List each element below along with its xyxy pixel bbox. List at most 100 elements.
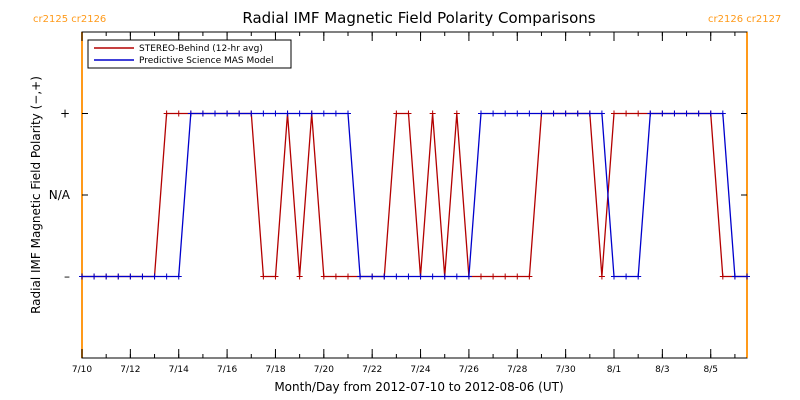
mas-model-point: [79, 273, 85, 280]
y-tick-label: +: [60, 107, 70, 121]
x-tick-label: 7/28: [507, 365, 527, 375]
x-tick-label: 8/3: [655, 365, 669, 375]
stereo-behind-point: [526, 273, 533, 280]
mas-model-point: [369, 273, 376, 280]
stereo-behind-point: [514, 273, 521, 280]
mas-model-point: [308, 110, 315, 117]
mas-model-point: [707, 110, 714, 117]
mas-model-point: [538, 110, 545, 117]
x-tick-label: 7/10: [72, 365, 92, 375]
mas-model-point: [731, 273, 738, 280]
x-tick-label: 7/24: [410, 365, 430, 375]
x-axis: 7/10 7/12 7/14 7/16 7/18 7/20 7/22 7/24 7/26 7/28…: [72, 32, 736, 375]
stereo-behind-point: [502, 273, 509, 280]
y-axis-label: Radial IMF Magnetic Field Polarity (−,+): [29, 76, 43, 314]
x-tick-label: 7/22: [362, 365, 382, 375]
mas-model-point: [199, 110, 206, 117]
mas-model-point: [357, 273, 364, 280]
mas-model-point: [284, 110, 291, 117]
x-tick-label: 7/18: [265, 365, 285, 375]
mas-model-point: [647, 110, 654, 117]
stereo-behind-point: [478, 273, 484, 280]
stereo-behind-point: [393, 110, 400, 117]
legend-label-mas: Predictive Science MAS Model: [139, 56, 274, 66]
x-tick-label: 7/30: [556, 365, 576, 375]
mas-model-point: [574, 110, 581, 117]
mas-model-point: [212, 110, 218, 117]
stereo-behind-point: [345, 273, 351, 280]
mas-model-point: [405, 273, 412, 280]
mas-model-point: [296, 110, 303, 117]
x-tick-label: 7/14: [169, 365, 189, 375]
stereo-behind-point: [611, 110, 617, 117]
stereo-behind-point: [405, 110, 412, 117]
mas-model-point: [514, 110, 521, 117]
x-tick-label: 8/5: [703, 365, 717, 375]
stereo-behind-point: [272, 273, 279, 280]
mas-model-point: [151, 273, 158, 280]
mas-model-point: [175, 273, 182, 280]
stereo-behind-point: [453, 110, 460, 117]
mas-model-point: [91, 273, 98, 280]
mas-model-point: [139, 273, 146, 280]
mas-model-point: [623, 273, 630, 280]
mas-model-point: [163, 273, 170, 280]
mas-model-point: [429, 273, 436, 280]
stereo-behind-point: [163, 110, 170, 117]
stereo-behind-point: [429, 110, 436, 117]
carrington-label-left: cr2125 cr2126: [33, 14, 106, 25]
mas-model-point: [695, 110, 702, 117]
mas-model-point: [598, 110, 605, 117]
mas-model-point: [586, 110, 593, 117]
stereo-behind-line: [82, 112, 747, 278]
stereo-behind-point: [260, 273, 267, 280]
mas-model-point: [550, 110, 557, 117]
stereo-behind-point: [175, 110, 182, 117]
mas-model-point: [127, 273, 134, 280]
mas-model-point: [490, 110, 497, 117]
stereo-behind-point: [490, 273, 497, 280]
stereo-behind-point: [635, 110, 642, 117]
x-tick-label: 7/26: [459, 365, 479, 375]
y-axis: – N/A +: [49, 31, 747, 359]
chart-title: Radial IMF Magnetic Field Polarity Compa…: [242, 9, 595, 27]
mas-model-point: [562, 110, 569, 117]
mas-model-point: [417, 273, 424, 280]
mas-model-point: [332, 110, 339, 117]
mas-model-point: [115, 273, 122, 280]
stereo-behind-point: [719, 273, 726, 280]
legend-box: [87, 39, 292, 69]
stereo-behind-point: [598, 273, 605, 280]
x-tick-label: 7/16: [217, 365, 237, 375]
mas-model-point: [659, 110, 666, 117]
mas-model-point: [103, 273, 110, 280]
mas-model-point: [260, 110, 267, 117]
mas-model-point: [683, 110, 690, 117]
mas-model-point: [393, 273, 400, 280]
mas-model-point: [272, 110, 279, 117]
mas-model-point: [441, 273, 448, 280]
legend-label-stereo: STEREO-Behind (12-hr avg): [139, 44, 263, 54]
mas-model-point: [611, 273, 617, 280]
mas-model-point: [224, 110, 231, 117]
mas-model-point: [465, 273, 472, 280]
series-lines: [79, 110, 750, 280]
mas-model-point: [248, 110, 255, 117]
stereo-behind-point: [623, 110, 630, 117]
stereo-behind-point: [332, 273, 339, 280]
stereo-behind-point: [320, 273, 327, 280]
y-tick-label: N/A: [49, 188, 71, 202]
legend: STEREO-Behind (12-hr avg) Predictive Sci…: [87, 39, 292, 69]
mas-model-point: [345, 110, 351, 117]
x-tick-label: 7/12: [120, 365, 140, 375]
x-axis-label: Month/Day from 2012-07-10 to 2012-08-06 …: [274, 380, 563, 394]
mas-model-point: [478, 110, 484, 117]
mas-model-point: [453, 273, 460, 280]
mas-model-point: [526, 110, 533, 117]
carrington-label-right: cr2126 cr2127: [708, 14, 781, 25]
mas-model-point: [671, 110, 678, 117]
mas-model-point: [187, 110, 194, 117]
stereo-behind-point: [296, 273, 303, 280]
mas-model-point: [236, 110, 243, 117]
